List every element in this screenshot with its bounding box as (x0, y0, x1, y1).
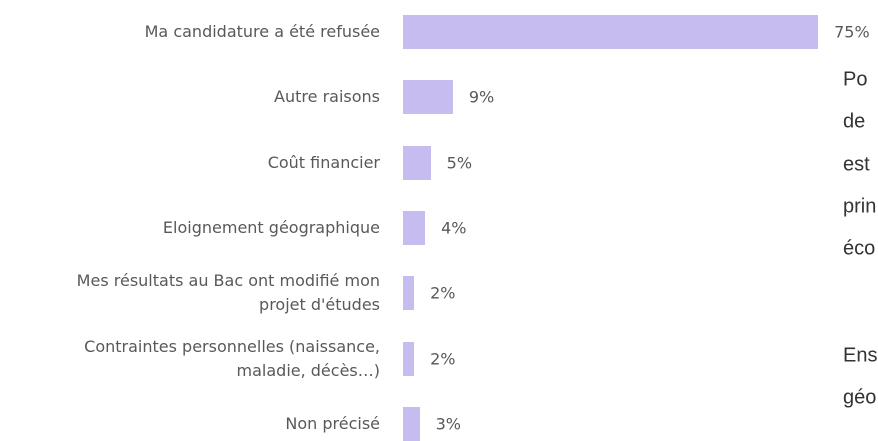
side-text: Ens (843, 344, 878, 367)
bar (403, 15, 819, 49)
value-label: 9% (468, 87, 495, 107)
bar (403, 145, 431, 180)
side-text: éco (843, 237, 876, 260)
category-label: Ma candidature a été refusée (144, 22, 380, 41)
bar (403, 210, 426, 245)
side-text: prin (843, 195, 877, 218)
bar (403, 341, 415, 376)
value-label: 75% (834, 22, 870, 42)
side-text: Po (843, 68, 868, 91)
side-text: de (843, 110, 866, 133)
side-text: est (843, 153, 870, 176)
value-label: 2% (430, 283, 456, 303)
value-label: 3% (435, 414, 461, 434)
category-label: Eloignement géographique (162, 217, 380, 237)
bar (403, 406, 420, 441)
bar (403, 276, 415, 311)
bar (403, 80, 453, 115)
category-label: Autre raisons (274, 87, 380, 107)
category-label: Coût financier (267, 152, 380, 172)
value-label: 5% (446, 153, 473, 173)
side-text: géo (843, 386, 877, 409)
value-label: 4% (441, 218, 467, 238)
category-label: Mes résultats au Bac ont modifié mon pro… (76, 271, 380, 315)
category-label: Non précisé (285, 413, 380, 433)
category-label: Contraintes personnelles (naissance, mal… (84, 336, 380, 380)
value-label: 2% (430, 349, 456, 368)
